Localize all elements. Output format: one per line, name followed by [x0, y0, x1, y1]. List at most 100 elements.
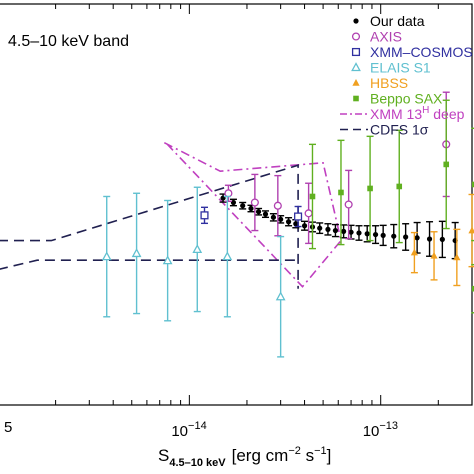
- data-point: [366, 135, 374, 242]
- x-axis-title-units-prefix: [erg cm: [232, 446, 289, 465]
- marker: [162, 255, 173, 265]
- curve-0: [163, 141, 342, 288]
- legend-swatch: [351, 47, 361, 57]
- legend-swatch: [351, 62, 361, 72]
- marker: [293, 221, 299, 227]
- marker: [131, 248, 142, 258]
- marker: [230, 199, 237, 206]
- legend-entry: XMM–COSMOS: [351, 44, 473, 60]
- marker-layer: [101, 91, 474, 358]
- data-point: [222, 195, 233, 318]
- marker: [410, 248, 418, 256]
- x-axis-title: S4.5–10 keV [erg cm−2 s−1]: [158, 445, 331, 469]
- marker: [275, 291, 286, 301]
- marker: [285, 219, 292, 225]
- x-axis-title-exp2: −1: [314, 445, 327, 457]
- marker: [391, 233, 397, 239]
- x-tick-exponent: −13: [379, 420, 398, 432]
- data-point: [294, 205, 303, 228]
- data-point: [200, 206, 209, 225]
- data-point: [451, 221, 459, 260]
- data-point: [413, 221, 421, 254]
- curve-1: [0, 164, 299, 289]
- marker: [192, 244, 203, 254]
- data-point: [229, 198, 237, 207]
- marker: [344, 200, 353, 209]
- legend-label-main: XMM 13: [370, 106, 422, 122]
- x-tick-mantissa: 10: [171, 423, 188, 440]
- legend-entry: Our data: [353, 13, 425, 29]
- data-point: [430, 231, 438, 281]
- data-point: [471, 263, 474, 314]
- x-axis-title-main: S: [158, 446, 169, 465]
- data-point: [442, 99, 450, 230]
- marker: [200, 211, 209, 220]
- data-point: [255, 207, 263, 216]
- legend-label: CDFS 1σ: [370, 122, 429, 138]
- data-point: [337, 139, 345, 246]
- legend-entry: HBSS: [352, 75, 408, 91]
- marker: [414, 235, 420, 241]
- legend-label: Beppo SAX: [370, 91, 443, 107]
- legend-label: HBSS: [370, 75, 408, 91]
- legend-swatch: [353, 95, 359, 102]
- marker: [240, 203, 246, 209]
- legend-label-sup: H: [422, 105, 429, 116]
- marker: [325, 226, 331, 232]
- data-point: [239, 201, 247, 210]
- data-point: [131, 192, 142, 315]
- marker: [348, 229, 354, 235]
- x-tick-exponent: −14: [188, 420, 207, 432]
- marker: [430, 251, 438, 259]
- marker: [248, 205, 254, 212]
- marker: [294, 212, 303, 221]
- marker: [403, 234, 409, 240]
- x-tick-label: 10−14: [171, 420, 206, 440]
- x-axis-title-subscript: 4.5–10 keV: [169, 457, 226, 469]
- marker: [471, 285, 474, 292]
- data-point: [316, 222, 324, 235]
- legend-swatch: [353, 18, 359, 24]
- legend-entry: CDFS 1σ: [340, 122, 429, 138]
- marker: [262, 211, 269, 217]
- marker: [443, 161, 450, 168]
- marker: [372, 231, 379, 238]
- marker: [453, 253, 461, 261]
- marker: [317, 225, 323, 231]
- data-point: [273, 174, 282, 237]
- marker: [364, 231, 370, 237]
- legend-swatch: [352, 79, 360, 86]
- marker: [426, 236, 433, 242]
- data-point: [468, 193, 474, 268]
- data-point: [331, 223, 339, 238]
- data-point: [192, 186, 203, 313]
- x-tick-label-partial: 5: [4, 419, 12, 436]
- marker: [304, 209, 313, 218]
- data-point: [453, 228, 461, 287]
- marker: [278, 216, 284, 222]
- marker: [471, 181, 474, 188]
- data-point: [304, 182, 313, 245]
- marker: [270, 214, 277, 220]
- data-point: [162, 199, 173, 322]
- marker: [255, 209, 262, 215]
- data-point: [301, 220, 309, 231]
- marker: [439, 236, 445, 242]
- data-point: [410, 231, 418, 274]
- marker: [224, 189, 233, 198]
- curve-2: [0, 259, 299, 270]
- legend-swatch: [351, 32, 361, 41]
- x-axis-title-exp1: −2: [288, 445, 301, 457]
- data-point: [285, 217, 293, 227]
- legend-label: Our data: [370, 13, 425, 29]
- x-axis-title-units-suffix: ]: [327, 446, 332, 465]
- legend-entry: Beppo SAX: [353, 91, 443, 107]
- legend-label: XMM–COSMOS: [370, 44, 473, 60]
- data-point: [379, 224, 387, 247]
- data-point: [261, 210, 269, 219]
- data-point: [426, 221, 434, 257]
- legend-entry: AXIS: [351, 29, 402, 45]
- curve-layer: [0, 141, 342, 289]
